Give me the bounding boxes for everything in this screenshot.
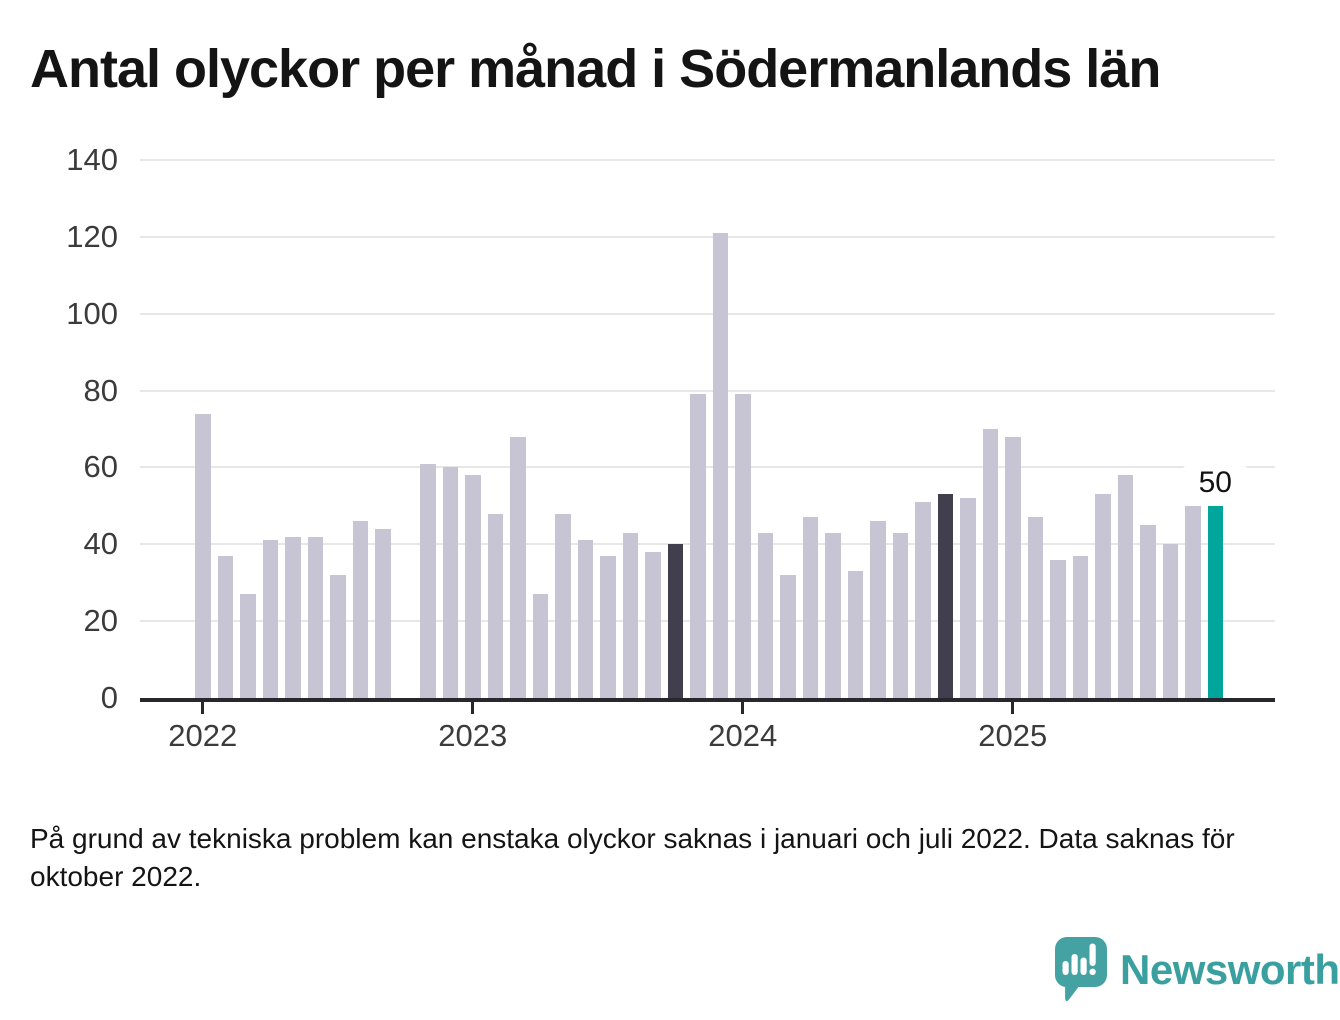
bar-2025-10 bbox=[1207, 505, 1223, 700]
gridline-60 bbox=[140, 466, 1275, 469]
bar-2023-10 bbox=[667, 544, 683, 700]
gridline-40 bbox=[140, 543, 1275, 546]
bar-2025-08 bbox=[1162, 544, 1178, 700]
bar-2025-04 bbox=[1072, 555, 1088, 700]
y-axis-tick-label-140: 140 bbox=[66, 142, 118, 177]
gridline-80 bbox=[140, 389, 1275, 392]
bar-2023-12 bbox=[712, 233, 728, 700]
x-axis-line bbox=[140, 698, 1275, 702]
newsworthy-logo: Newsworthy bbox=[1054, 936, 1340, 1004]
x-axis-year-label-2024: 2024 bbox=[708, 718, 778, 753]
bar-2024-04 bbox=[802, 517, 818, 700]
bar-2022-03 bbox=[240, 594, 256, 700]
bar-2022-06 bbox=[307, 536, 323, 700]
y-axis-tick-label-80: 80 bbox=[83, 372, 118, 408]
bar-2022-12 bbox=[442, 467, 458, 700]
bar-2023-08 bbox=[622, 532, 638, 700]
bar-2022-01 bbox=[195, 413, 211, 700]
bar-2022-05 bbox=[285, 536, 301, 700]
x-axis-year-label-2022: 2022 bbox=[168, 718, 238, 753]
gridline-120 bbox=[140, 235, 1275, 238]
bar-2025-03 bbox=[1050, 559, 1066, 700]
x-axis-year-label-2025: 2025 bbox=[978, 718, 1048, 753]
bar-2024-01 bbox=[735, 394, 751, 700]
bar-2022-08 bbox=[352, 521, 368, 700]
bar-2022-04 bbox=[262, 540, 278, 700]
bar-2024-06 bbox=[847, 571, 863, 700]
bar-2024-08 bbox=[892, 532, 908, 700]
y-axis-tick-label-20: 20 bbox=[83, 603, 118, 639]
bar-2022-02 bbox=[217, 555, 233, 700]
chart-title: Antal olyckor per månad i Södermanlands … bbox=[30, 39, 1161, 99]
bar-2024-10 bbox=[937, 494, 953, 700]
y-axis-tick-label-40: 40 bbox=[83, 526, 118, 562]
chart-footnote: På grund av tekniska problem kan enstaka… bbox=[30, 823, 1235, 892]
brand-name: Newsworthy bbox=[1120, 946, 1340, 993]
bar-2023-05 bbox=[555, 513, 571, 700]
bar-2023-11 bbox=[690, 394, 706, 700]
bar-2023-04 bbox=[532, 594, 548, 700]
bar-2024-09 bbox=[915, 502, 931, 700]
bar-2024-12 bbox=[982, 429, 998, 700]
x-axis-tick-2022 bbox=[201, 702, 205, 714]
x-axis-tick-2023 bbox=[471, 702, 475, 714]
y-axis-tick-label-100: 100 bbox=[66, 295, 118, 331]
bar-chart-speech-bubble-icon bbox=[1054, 936, 1109, 1004]
bar-2023-07 bbox=[600, 555, 616, 700]
bar-2024-03 bbox=[780, 575, 796, 700]
bar-2025-05 bbox=[1095, 494, 1111, 700]
bar-2024-07 bbox=[870, 521, 886, 700]
bar-2022-09 bbox=[375, 528, 391, 700]
bar-2022-11 bbox=[420, 463, 436, 700]
bar-2025-06 bbox=[1117, 475, 1133, 700]
bar-2023-02 bbox=[487, 513, 503, 700]
x-axis-tick-2024 bbox=[741, 702, 745, 714]
bar-2024-05 bbox=[825, 532, 841, 700]
bar-2023-03 bbox=[510, 436, 526, 700]
gridline-140 bbox=[140, 159, 1275, 161]
bar-2024-02 bbox=[757, 532, 773, 700]
bar-2025-01 bbox=[1005, 436, 1021, 700]
bar-2025-07 bbox=[1140, 525, 1156, 700]
y-axis-tick-label-60: 60 bbox=[83, 449, 118, 485]
bar-value-label-2025-10: 50 bbox=[1183, 465, 1248, 500]
bar-2023-01 bbox=[465, 475, 481, 700]
gridline-20 bbox=[140, 620, 1275, 623]
bar-2023-09 bbox=[645, 551, 661, 700]
x-axis-year-label-2023: 2023 bbox=[438, 718, 508, 753]
y-axis-tick-label-0: 0 bbox=[100, 680, 118, 715]
bar-2025-02 bbox=[1027, 517, 1043, 700]
bar-2022-07 bbox=[330, 575, 346, 700]
bar-2024-11 bbox=[960, 498, 976, 700]
bar-2025-09 bbox=[1185, 505, 1201, 700]
gridline-100 bbox=[140, 312, 1275, 315]
x-axis-tick-2025 bbox=[1011, 702, 1015, 714]
y-axis-tick-label-120: 120 bbox=[66, 218, 118, 254]
bar-2023-06 bbox=[577, 540, 593, 700]
